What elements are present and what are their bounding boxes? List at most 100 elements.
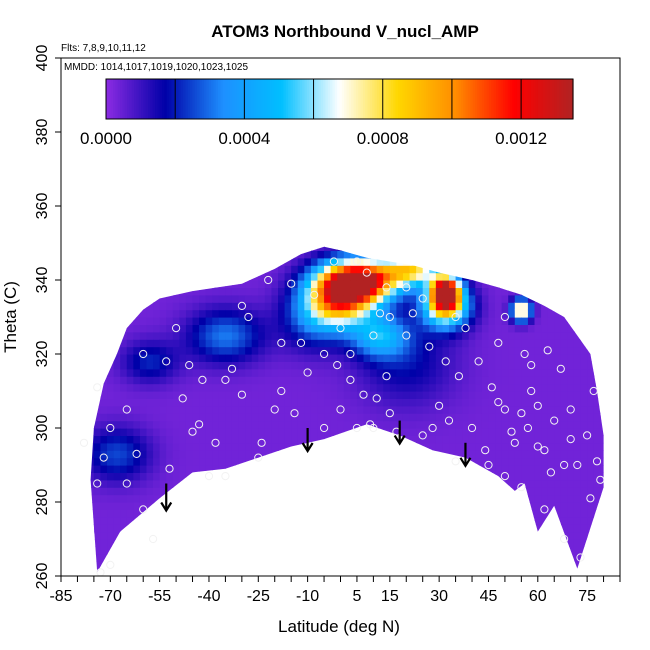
heatmap-cell bbox=[225, 420, 233, 429]
colorbar-swatch bbox=[208, 79, 212, 119]
heatmap-cell bbox=[199, 265, 207, 274]
heatmap-cell bbox=[90, 413, 95, 422]
heatmap-cell bbox=[363, 502, 371, 510]
sample-point bbox=[382, 283, 391, 292]
colorbar-swatch bbox=[453, 79, 457, 119]
heatmap-cell bbox=[172, 346, 180, 355]
heatmap-cell bbox=[541, 428, 549, 436]
heatmap-cell bbox=[179, 317, 187, 325]
heatmap-cell bbox=[337, 546, 345, 555]
colorbar-swatch bbox=[376, 79, 380, 119]
heatmap-cell bbox=[587, 257, 595, 266]
heatmap-cell bbox=[580, 502, 588, 510]
heatmap-cell bbox=[534, 420, 542, 429]
colorbar-swatch bbox=[526, 79, 530, 119]
heatmap-cell bbox=[153, 324, 161, 333]
heatmap-cell bbox=[238, 302, 246, 311]
heatmap-cell bbox=[422, 346, 430, 355]
colorbar-swatch bbox=[414, 79, 418, 119]
heatmap-cell bbox=[593, 553, 601, 562]
sample-point bbox=[198, 375, 207, 384]
heatmap-cell bbox=[271, 331, 279, 340]
heatmap-cell bbox=[337, 531, 345, 540]
heatmap-cell bbox=[600, 287, 604, 296]
heatmap-cell bbox=[475, 442, 483, 451]
heatmap-cell bbox=[68, 465, 75, 473]
heatmap-cell bbox=[219, 236, 226, 244]
heatmap-cell bbox=[370, 272, 378, 281]
heatmap-cell bbox=[324, 435, 332, 444]
heatmap-cell bbox=[547, 413, 555, 422]
heatmap-cell bbox=[337, 568, 345, 573]
heatmap-cell bbox=[567, 442, 575, 451]
heatmap-cell bbox=[363, 561, 371, 570]
heatmap-cell bbox=[389, 546, 397, 555]
heatmap-cell bbox=[199, 516, 207, 525]
heatmap-cell bbox=[271, 368, 279, 377]
heatmap-cell bbox=[409, 539, 417, 547]
sample-point bbox=[484, 460, 493, 470]
heatmap-cell bbox=[607, 361, 614, 369]
heatmap-cell bbox=[238, 546, 246, 555]
heatmap-cell bbox=[580, 331, 588, 340]
sample-point bbox=[592, 457, 602, 466]
colorbar-swatch bbox=[285, 79, 289, 119]
heatmap-cell bbox=[416, 472, 424, 481]
colorbar-swatch bbox=[232, 79, 236, 119]
heatmap-cell bbox=[297, 487, 305, 496]
heatmap-cell bbox=[264, 324, 273, 333]
heatmap-cell bbox=[455, 302, 463, 311]
heatmap-cell bbox=[93, 539, 102, 547]
heatmap-cell bbox=[120, 391, 128, 399]
heatmap-cell bbox=[356, 287, 365, 296]
heatmap-cell bbox=[495, 398, 503, 407]
heatmap-cell bbox=[153, 450, 161, 459]
heatmap-cell bbox=[370, 457, 378, 466]
heatmap-cell bbox=[389, 553, 397, 562]
heatmap-cell bbox=[107, 246, 115, 251]
heatmap-cell bbox=[587, 294, 595, 303]
heatmap-cell bbox=[238, 361, 246, 370]
heatmap-cell bbox=[284, 487, 292, 496]
heatmap-cell bbox=[225, 361, 233, 370]
heatmap-cell bbox=[527, 516, 536, 525]
heatmap-cell bbox=[547, 354, 555, 362]
heatmap-cell bbox=[607, 302, 614, 310]
heatmap-cell bbox=[514, 524, 522, 533]
heatmap-cell bbox=[442, 339, 450, 348]
heatmap-cell bbox=[139, 302, 148, 311]
heatmap-cell bbox=[573, 246, 582, 251]
heatmap-cell bbox=[271, 442, 279, 451]
heatmap-cell bbox=[238, 280, 246, 288]
heatmap-cell bbox=[205, 442, 213, 451]
heatmap-cell bbox=[541, 494, 549, 503]
heatmap-cell bbox=[416, 309, 424, 318]
heatmap-cell bbox=[468, 346, 476, 355]
heatmap-cell bbox=[527, 472, 536, 481]
heatmap-cell bbox=[567, 368, 575, 377]
heatmap-cell bbox=[90, 561, 95, 570]
heatmap-cell bbox=[166, 539, 174, 547]
heatmap-cell bbox=[514, 257, 522, 266]
heatmap-cell bbox=[297, 398, 305, 407]
heatmap-cell bbox=[304, 479, 312, 488]
heatmap-cell bbox=[100, 272, 108, 281]
heatmap-cell bbox=[225, 294, 233, 303]
heatmap-cell bbox=[534, 539, 542, 547]
sample-point bbox=[244, 312, 253, 322]
heatmap-cell bbox=[521, 324, 529, 333]
heatmap-cell bbox=[581, 236, 588, 244]
heatmap-cell bbox=[488, 465, 496, 473]
heatmap-cell bbox=[527, 568, 536, 573]
heatmap-cell bbox=[383, 531, 391, 540]
heatmap-cell bbox=[422, 398, 430, 407]
heatmap-cell bbox=[435, 516, 444, 525]
heatmap-cell bbox=[304, 339, 312, 348]
heatmap-cell bbox=[468, 539, 476, 547]
heatmap-cell bbox=[113, 331, 121, 340]
heatmap-cell bbox=[113, 346, 121, 355]
heatmap-cell bbox=[310, 561, 319, 570]
sample-point bbox=[589, 386, 598, 396]
heatmap-cell bbox=[172, 280, 180, 288]
heatmap-cell bbox=[218, 272, 227, 281]
